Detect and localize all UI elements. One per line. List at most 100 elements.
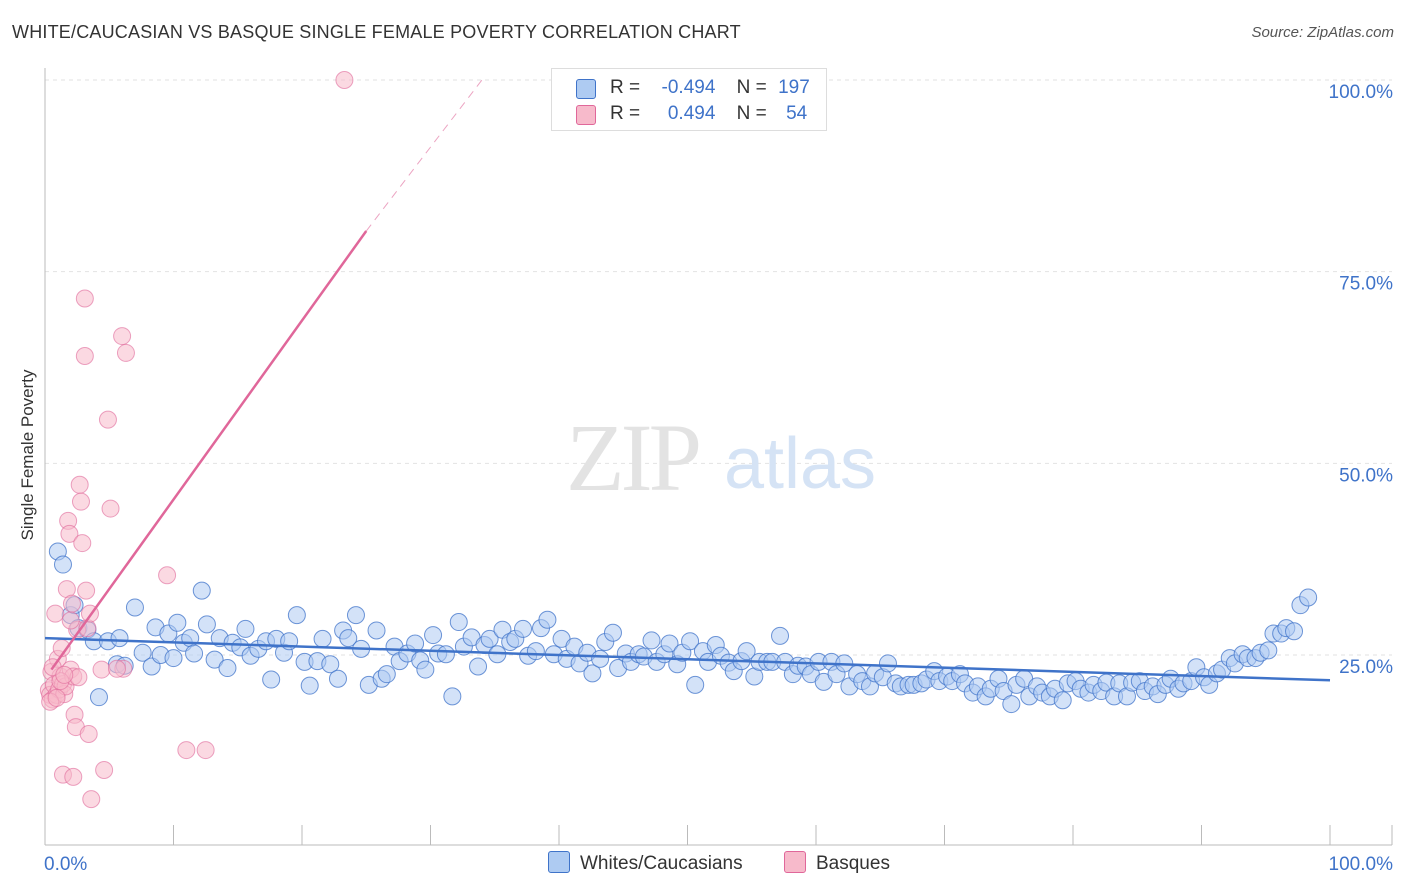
data-point-whites [1053, 691, 1072, 710]
data-point-whites [197, 615, 216, 634]
data-point-whites [603, 623, 622, 642]
legend-n-value-basques: 54 [786, 103, 808, 124]
y-tick-label: 25.0% [1339, 657, 1393, 678]
source-label: Source: ZipAtlas.com [1251, 24, 1394, 41]
trend-line-basques [50, 230, 368, 671]
data-point-whites [514, 619, 533, 638]
data-point-basques [107, 659, 126, 678]
data-point-whites [346, 606, 365, 625]
data-point-basques [71, 492, 90, 511]
legend-n-label: N = [736, 77, 767, 98]
data-point-basques [95, 761, 114, 779]
data-point-basques [75, 289, 94, 308]
data-point-whites [205, 650, 224, 669]
data-point-whites [1285, 622, 1304, 641]
x-tick-label: 0.0% [44, 854, 87, 875]
data-point-basques [79, 724, 98, 743]
watermark-atlas: atlas [724, 424, 876, 504]
bottom-legend-label-whites: Whites/Caucasians [580, 853, 743, 874]
y-tick-label: 50.0% [1339, 465, 1393, 486]
data-point-whites [164, 649, 183, 668]
data-point-whites [133, 643, 152, 662]
data-point-basques [70, 475, 89, 494]
data-point-whites [236, 619, 255, 638]
data-point-whites [218, 659, 237, 678]
data-point-basques [60, 524, 79, 543]
legend-r-value-whites: -0.494 [661, 77, 716, 98]
legend: R = -0.494 N = 197 R = 0.494 N = 54 [551, 68, 827, 131]
data-point-whites [424, 626, 443, 645]
data-point-basques [116, 343, 135, 362]
legend-text-whites: R = -0.494 N = 197 [610, 77, 810, 99]
bottom-legend-swatch-basques [784, 851, 806, 873]
legend-r-label: R = [610, 103, 641, 124]
data-point-whites [686, 675, 705, 694]
tick-labels: 25.0% 50.0% 75.0% 100.0% 0.0% 100.0% [44, 82, 1393, 875]
bottom-legend-label-basques: Basques [816, 853, 890, 874]
data-point-whites [313, 629, 332, 648]
grid-lines [45, 79, 1392, 656]
data-point-whites [300, 676, 319, 695]
data-point-whites [262, 670, 281, 689]
data-point-whites [642, 631, 661, 650]
legend-swatch-basques [576, 105, 596, 125]
data-point-basques [158, 566, 177, 585]
data-point-basques [55, 665, 74, 684]
legend-swatch-whites [576, 79, 596, 99]
data-point-whites [192, 581, 211, 600]
bottom-legend-swatch-whites [548, 851, 570, 873]
trend-line-basques-extension [365, 79, 483, 232]
trend-line-whites [44, 636, 1331, 682]
data-point-whites [185, 644, 204, 663]
data-point-whites [771, 626, 790, 645]
x-tick-label: 100.0% [1329, 854, 1394, 875]
data-point-basques [177, 741, 196, 760]
watermark: ZIP atlas [566, 404, 876, 511]
data-point-whites [878, 654, 897, 673]
legend-n-value-whites: 197 [778, 77, 810, 98]
data-point-whites [681, 632, 700, 651]
data-point-whites [377, 665, 396, 684]
chart-title: WHITE/CAUCASIAN VS BASQUE SINGLE FEMALE … [12, 22, 741, 42]
trend-lines [44, 79, 1331, 682]
data-point-basques [82, 790, 101, 809]
data-point-basques [101, 499, 120, 518]
data-point-whites [436, 645, 455, 664]
watermark-zip: ZIP [566, 404, 699, 511]
series-whites-points [48, 542, 1318, 714]
data-point-whites [168, 613, 187, 632]
data-point-basques [75, 347, 94, 365]
y-axis-label: Single Female Poverty [18, 369, 37, 541]
data-point-whites [538, 610, 557, 629]
y-tick-label: 100.0% [1329, 82, 1394, 103]
data-point-whites [53, 555, 72, 574]
data-point-basques [335, 71, 354, 89]
y-tick-label: 75.0% [1339, 274, 1393, 295]
series-basques-points [39, 71, 354, 809]
data-point-whites [737, 642, 756, 661]
data-point-whites [328, 669, 347, 688]
data-point-basques [62, 594, 81, 613]
data-point-whites [1259, 641, 1278, 660]
data-point-whites [469, 657, 488, 676]
data-point-basques [92, 660, 111, 679]
axes [44, 68, 1393, 846]
data-point-whites [660, 634, 679, 653]
bottom-legend-whites: Whites/Caucasians [548, 851, 743, 875]
bottom-legend-basques: Basques [784, 851, 890, 875]
data-point-basques [47, 688, 66, 707]
data-point-whites [591, 649, 610, 668]
data-point-basques [196, 741, 215, 760]
data-point-whites [321, 655, 340, 674]
data-point-whites [1002, 695, 1021, 714]
data-point-whites [480, 629, 499, 648]
legend-n-label: N = [736, 103, 767, 124]
legend-r-label: R = [610, 77, 641, 98]
data-point-basques [46, 604, 65, 623]
data-point-basques [73, 534, 92, 553]
data-point-whites [1299, 588, 1318, 607]
data-point-whites [287, 606, 306, 625]
data-point-basques [61, 611, 80, 630]
data-point-whites [449, 613, 468, 632]
